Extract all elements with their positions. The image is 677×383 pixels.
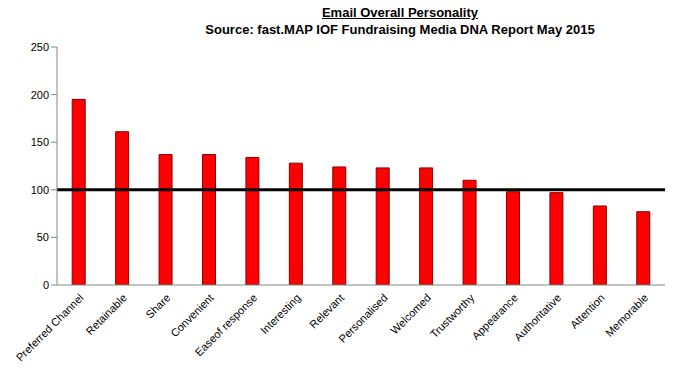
svg-text:Attention: Attention xyxy=(568,291,607,330)
svg-text:Authoritative: Authoritative xyxy=(512,291,564,343)
svg-text:250: 250 xyxy=(31,41,49,53)
svg-text:Retainable: Retainable xyxy=(83,291,129,337)
svg-text:Personalised: Personalised xyxy=(336,291,389,344)
svg-text:200: 200 xyxy=(31,89,49,101)
svg-text:Preferred Channel: Preferred Channel xyxy=(14,291,86,363)
svg-text:Relevant: Relevant xyxy=(307,291,346,330)
svg-text:Easeof response: Easeof response xyxy=(192,291,259,358)
svg-text:50: 50 xyxy=(37,231,49,243)
svg-text:Trustworthy: Trustworthy xyxy=(427,291,477,341)
html-text:Source: fast.MAP IOF Fundraisi: Source: fast.MAP IOF Fundraising Media D… xyxy=(205,22,595,37)
html-text:Email Overall Personality: Email Overall Personality xyxy=(322,5,478,20)
svg-text:150: 150 xyxy=(31,136,49,148)
svg-text:Memorable: Memorable xyxy=(603,291,650,338)
svg-text:Interesting: Interesting xyxy=(258,291,303,336)
svg-text:Convenient: Convenient xyxy=(168,291,216,339)
svg-text:Welcomed: Welcomed xyxy=(388,291,433,336)
svg-text:100: 100 xyxy=(31,184,49,196)
svg-text:0: 0 xyxy=(43,279,49,291)
svg-text:Appearance: Appearance xyxy=(469,291,520,342)
svg-text:Share: Share xyxy=(143,291,172,320)
